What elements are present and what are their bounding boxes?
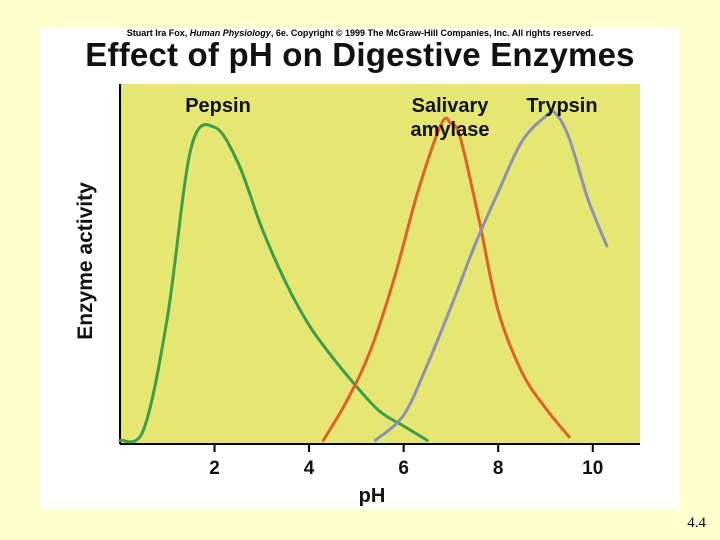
series-line-salivary-amylase	[321, 116, 571, 442]
series-line-trypsin	[373, 109, 609, 442]
copyright-notice: , 6e. Copyright © 1999 The McGraw-Hill C…	[270, 28, 594, 38]
x-axis-label: pH	[359, 485, 386, 507]
series-line-pepsin	[118, 123, 429, 444]
plot-area	[120, 84, 640, 444]
copyright-author: Stuart Ira Fox,	[126, 28, 190, 38]
copyright-line: Stuart Ira Fox, Human Physiology, 6e. Co…	[0, 28, 720, 38]
x-tick-label-10: 10	[582, 458, 603, 479]
series-label-pepsin: Pepsin	[185, 95, 251, 117]
x-tick-label-2: 2	[209, 458, 220, 479]
series-label-salivary-amylase-line-2: amylase	[411, 119, 490, 141]
slide-number: 4.4	[687, 515, 706, 531]
y-axis-label: Enzyme activity	[74, 182, 97, 340]
copyright-book-title: Human Physiology	[189, 28, 271, 38]
series-label-trypsin: Trypsin	[526, 95, 597, 117]
series-label-salivary-amylase-line-1: Salivary	[412, 95, 490, 117]
chart-title: Effect of pH on Digestive Enzymes	[85, 36, 635, 73]
x-tick-label-4: 4	[304, 458, 315, 479]
x-tick-label-8: 8	[493, 458, 504, 479]
x-tick-label-6: 6	[398, 458, 409, 479]
